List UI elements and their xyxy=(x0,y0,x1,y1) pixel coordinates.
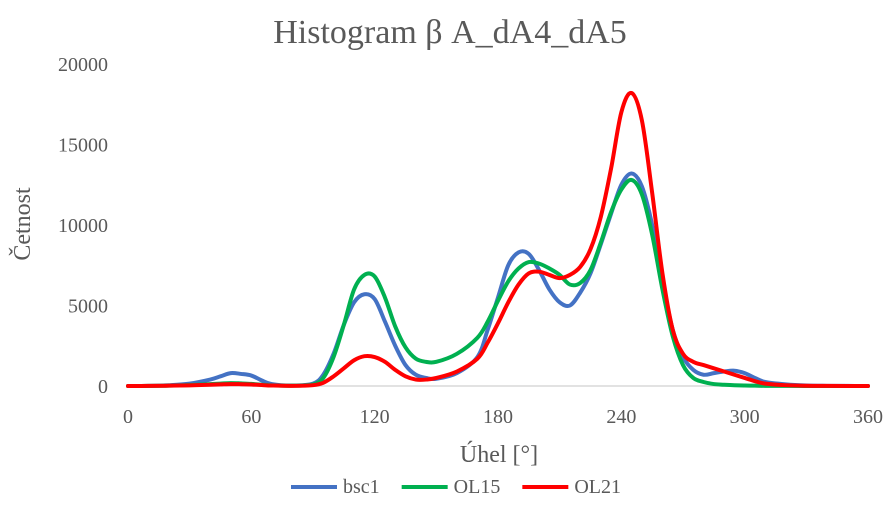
y-axis-title: Četnost xyxy=(9,187,36,261)
legend-item-bsc1: bsc1 xyxy=(290,476,380,498)
y-tick-label: 20000 xyxy=(58,54,108,76)
series-line-ol21 xyxy=(126,90,870,388)
y-axis-ticks: 0 5000 10000 15000 20000 xyxy=(58,54,108,398)
x-tick-label: 180 xyxy=(483,406,513,428)
x-tick-label: 60 xyxy=(241,406,261,428)
y-tick-label: 15000 xyxy=(58,135,108,157)
series-line-ol15 xyxy=(126,177,870,388)
legend-label: bsc1 xyxy=(343,476,380,498)
y-tick-label: 10000 xyxy=(58,215,108,237)
x-tick-label: 240 xyxy=(606,406,636,428)
legend-item-ol15: OL15 xyxy=(401,476,501,498)
legend-item-ol21: OL21 xyxy=(522,476,621,498)
y-tick-label: 5000 xyxy=(68,296,108,318)
x-tick-label: 0 xyxy=(123,406,133,428)
x-tick-label: 120 xyxy=(360,406,390,428)
legend: bsc1 OL15 OL21 xyxy=(290,476,621,498)
x-tick-label: 300 xyxy=(730,406,760,428)
series-line-bsc1 xyxy=(126,171,870,388)
series-layer xyxy=(126,90,870,388)
legend-label: OL15 xyxy=(454,476,501,498)
x-axis-ticks: 0 60 120 180 240 300 360 xyxy=(123,406,883,428)
chart-title: Histogram β A_dA4_dA5 xyxy=(273,14,627,51)
x-tick-label: 360 xyxy=(853,406,883,428)
y-tick-label: 0 xyxy=(98,376,108,398)
legend-label: OL21 xyxy=(574,476,621,498)
x-axis-title: Úhel [°] xyxy=(460,441,538,468)
